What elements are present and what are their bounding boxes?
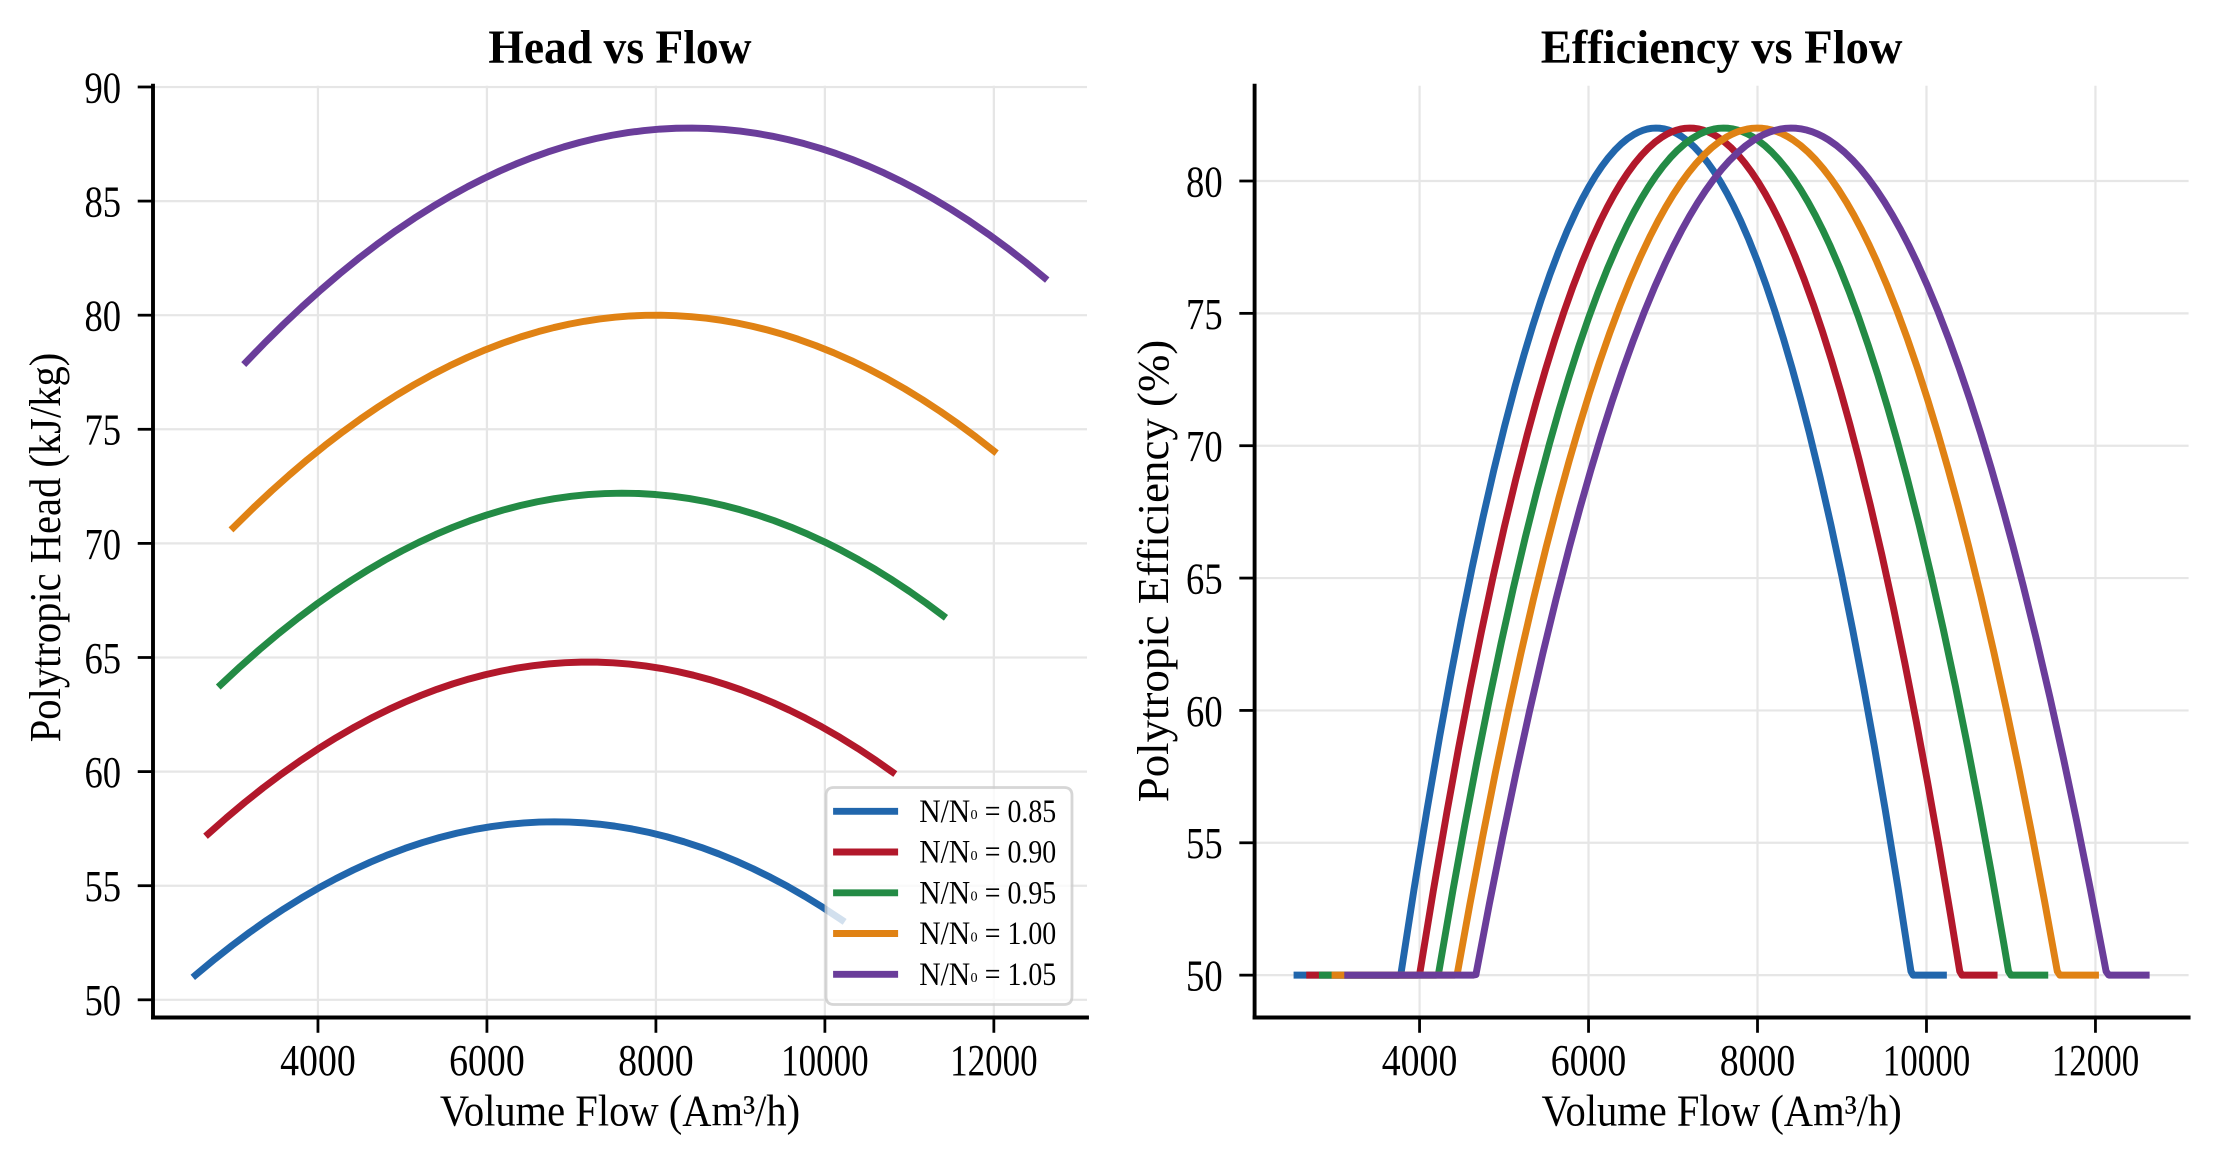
svg-text:80: 80 bbox=[1186, 156, 1223, 206]
svg-text:N/N: N/N bbox=[919, 957, 970, 993]
svg-text:0: 0 bbox=[970, 889, 977, 905]
svg-text:60: 60 bbox=[1186, 686, 1223, 736]
svg-text:75: 75 bbox=[84, 405, 121, 455]
svg-text:Polytropic Head (kJ/kg): Polytropic Head (kJ/kg) bbox=[20, 353, 70, 743]
svg-text:= 1.00: = 1.00 bbox=[985, 916, 1056, 952]
svg-text:50: 50 bbox=[1186, 951, 1223, 1001]
svg-text:80: 80 bbox=[84, 291, 121, 341]
svg-text:6000: 6000 bbox=[449, 1035, 525, 1085]
svg-text:10000: 10000 bbox=[1883, 1035, 1971, 1085]
svg-text:60: 60 bbox=[84, 747, 121, 797]
svg-text:= 0.90: = 0.90 bbox=[985, 835, 1056, 871]
svg-text:4000: 4000 bbox=[1382, 1035, 1458, 1085]
svg-text:75: 75 bbox=[1186, 289, 1223, 339]
svg-text:50: 50 bbox=[84, 975, 121, 1025]
svg-text:12000: 12000 bbox=[2052, 1035, 2140, 1085]
svg-text:Head vs Flow: Head vs Flow bbox=[488, 22, 751, 74]
svg-text:65: 65 bbox=[84, 633, 121, 683]
svg-text:N/N: N/N bbox=[919, 875, 970, 911]
svg-text:0: 0 bbox=[970, 848, 977, 864]
svg-text:90: 90 bbox=[84, 62, 121, 112]
svg-text:= 0.85: = 0.85 bbox=[985, 794, 1056, 830]
svg-text:N/N: N/N bbox=[919, 794, 970, 830]
svg-text:0: 0 bbox=[970, 929, 977, 945]
svg-text:55: 55 bbox=[1186, 818, 1223, 868]
svg-text:Volume Flow (Am³/h): Volume Flow (Am³/h) bbox=[440, 1085, 800, 1135]
svg-text:8000: 8000 bbox=[618, 1035, 694, 1085]
svg-text:Efficiency vs Flow: Efficiency vs Flow bbox=[1541, 22, 1903, 74]
svg-text:Polytropic Efficiency (%): Polytropic Efficiency (%) bbox=[1128, 340, 1178, 803]
svg-text:70: 70 bbox=[84, 519, 121, 569]
svg-text:8000: 8000 bbox=[1720, 1035, 1796, 1085]
svg-text:0: 0 bbox=[970, 807, 977, 823]
svg-text:= 1.05: = 1.05 bbox=[985, 957, 1056, 993]
svg-text:= 0.95: = 0.95 bbox=[985, 875, 1056, 911]
svg-text:65: 65 bbox=[1186, 553, 1223, 603]
svg-text:85: 85 bbox=[84, 177, 121, 227]
svg-text:70: 70 bbox=[1186, 421, 1223, 471]
svg-text:N/N: N/N bbox=[919, 835, 970, 871]
svg-text:55: 55 bbox=[84, 861, 121, 911]
svg-text:N/N: N/N bbox=[919, 916, 970, 952]
svg-text:Volume Flow (Am³/h): Volume Flow (Am³/h) bbox=[1541, 1085, 1901, 1135]
svg-text:6000: 6000 bbox=[1551, 1035, 1627, 1085]
svg-text:4000: 4000 bbox=[280, 1035, 356, 1085]
svg-text:12000: 12000 bbox=[950, 1035, 1037, 1085]
svg-text:10000: 10000 bbox=[781, 1035, 869, 1085]
svg-text:0: 0 bbox=[970, 970, 977, 986]
